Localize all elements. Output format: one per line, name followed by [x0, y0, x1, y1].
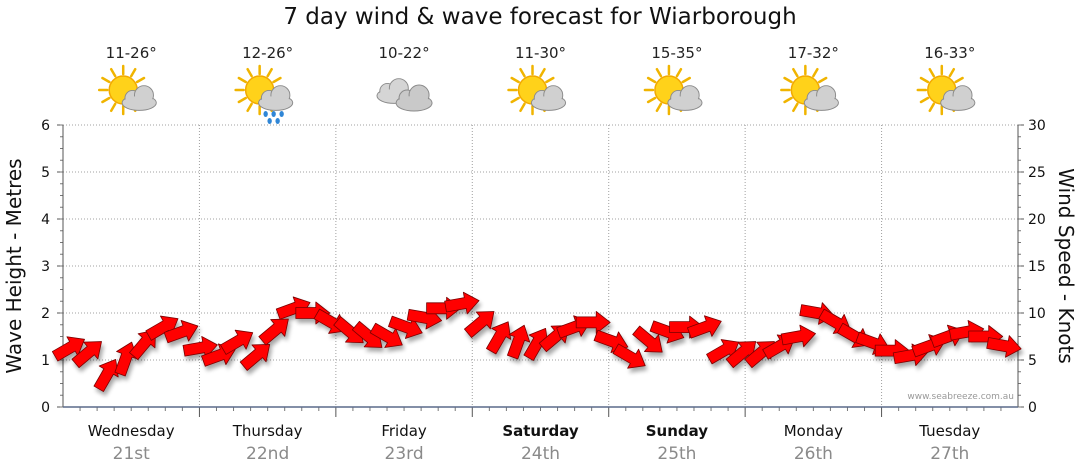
wind-arrow — [129, 329, 156, 361]
sun-cloud-icon — [643, 64, 703, 116]
day-temperature: 12-26° — [242, 44, 294, 62]
day-temperature: 10-22° — [378, 44, 430, 62]
wind-arrow — [725, 341, 757, 369]
wind-arrow — [71, 341, 102, 369]
y-tick-right: 5 — [1028, 353, 1037, 369]
day-name: Sunday — [646, 422, 709, 440]
y-tick-left: 5 — [41, 165, 50, 181]
wind-arrow — [687, 315, 722, 339]
sun-cloud-rain-icon — [234, 64, 294, 124]
y-tick-left: 6 — [41, 118, 50, 134]
wind-arrow — [507, 324, 531, 360]
wind-arrow — [258, 318, 289, 346]
day-date: 24th — [521, 444, 560, 464]
y-tick-right: 25 — [1028, 165, 1046, 181]
y-tick-left: 3 — [41, 259, 50, 275]
wind-arrow — [444, 291, 480, 315]
wind-arrow — [632, 325, 663, 353]
y-tick-left: 2 — [41, 306, 50, 322]
day-date: 23rd — [385, 444, 424, 464]
y-tick-right: 30 — [1028, 118, 1046, 134]
sun-cloud-icon — [916, 64, 976, 116]
day-name: Monday — [784, 422, 843, 440]
plot-axes — [57, 124, 1024, 417]
day-date: 27th — [930, 444, 969, 464]
wind-arrow — [575, 310, 611, 334]
wind-arrow — [51, 336, 85, 362]
day-name: Thursday — [232, 422, 303, 440]
wind-arrows — [51, 291, 1022, 392]
y-axis-title-right: Wind Speed - Knots — [1054, 168, 1078, 364]
wind-arrow — [986, 335, 1022, 358]
wind-arrow — [182, 336, 218, 359]
day-temperature: 15-35° — [651, 44, 703, 62]
day-name: Wednesday — [88, 422, 175, 440]
wind-arrow — [145, 315, 179, 341]
wind-arrow — [163, 320, 199, 344]
y-axis-title-left: Wave Height - Metres — [2, 158, 26, 373]
day-date: 22nd — [246, 444, 289, 464]
day-name: Tuesday — [918, 422, 980, 440]
weather-icons — [97, 64, 976, 124]
y-tick-left: 4 — [41, 212, 50, 228]
wind-arrow — [369, 322, 403, 348]
wind-arrow — [486, 321, 512, 355]
day-name: Saturday — [502, 422, 579, 440]
y-tick-left: 1 — [41, 353, 50, 369]
wind-arrow — [239, 343, 271, 371]
day-temperature: 11-30° — [514, 44, 567, 62]
wind-arrow — [780, 324, 816, 348]
sun-cloud-icon — [507, 64, 567, 116]
day-temperature: 11-26° — [105, 44, 157, 62]
y-tick-right: 15 — [1028, 259, 1046, 275]
day-name: Friday — [381, 422, 427, 440]
y-tick-right: 10 — [1028, 306, 1046, 322]
day-date: 26th — [794, 444, 833, 464]
chart-title: 7 day wind & wave forecast for Wiarborou… — [283, 4, 797, 30]
sun-cloud-icon — [780, 64, 839, 116]
wind-arrow — [464, 311, 495, 338]
wind-arrow — [706, 339, 740, 365]
y-tick-right: 20 — [1028, 212, 1046, 228]
watermark: www.seabreeze.com.au — [907, 392, 1014, 402]
day-date: 21st — [113, 444, 150, 464]
cloud-icon — [376, 78, 433, 112]
wind-arrow — [612, 343, 646, 369]
wind-arrow — [220, 329, 254, 355]
day-temperature: 16-33° — [924, 44, 976, 62]
y-tick-right: 0 — [1028, 400, 1037, 416]
day-date: 25th — [657, 444, 696, 464]
day-temperature: 17-32° — [787, 44, 839, 62]
sun-cloud-icon — [97, 64, 157, 116]
y-tick-left: 0 — [41, 400, 50, 416]
